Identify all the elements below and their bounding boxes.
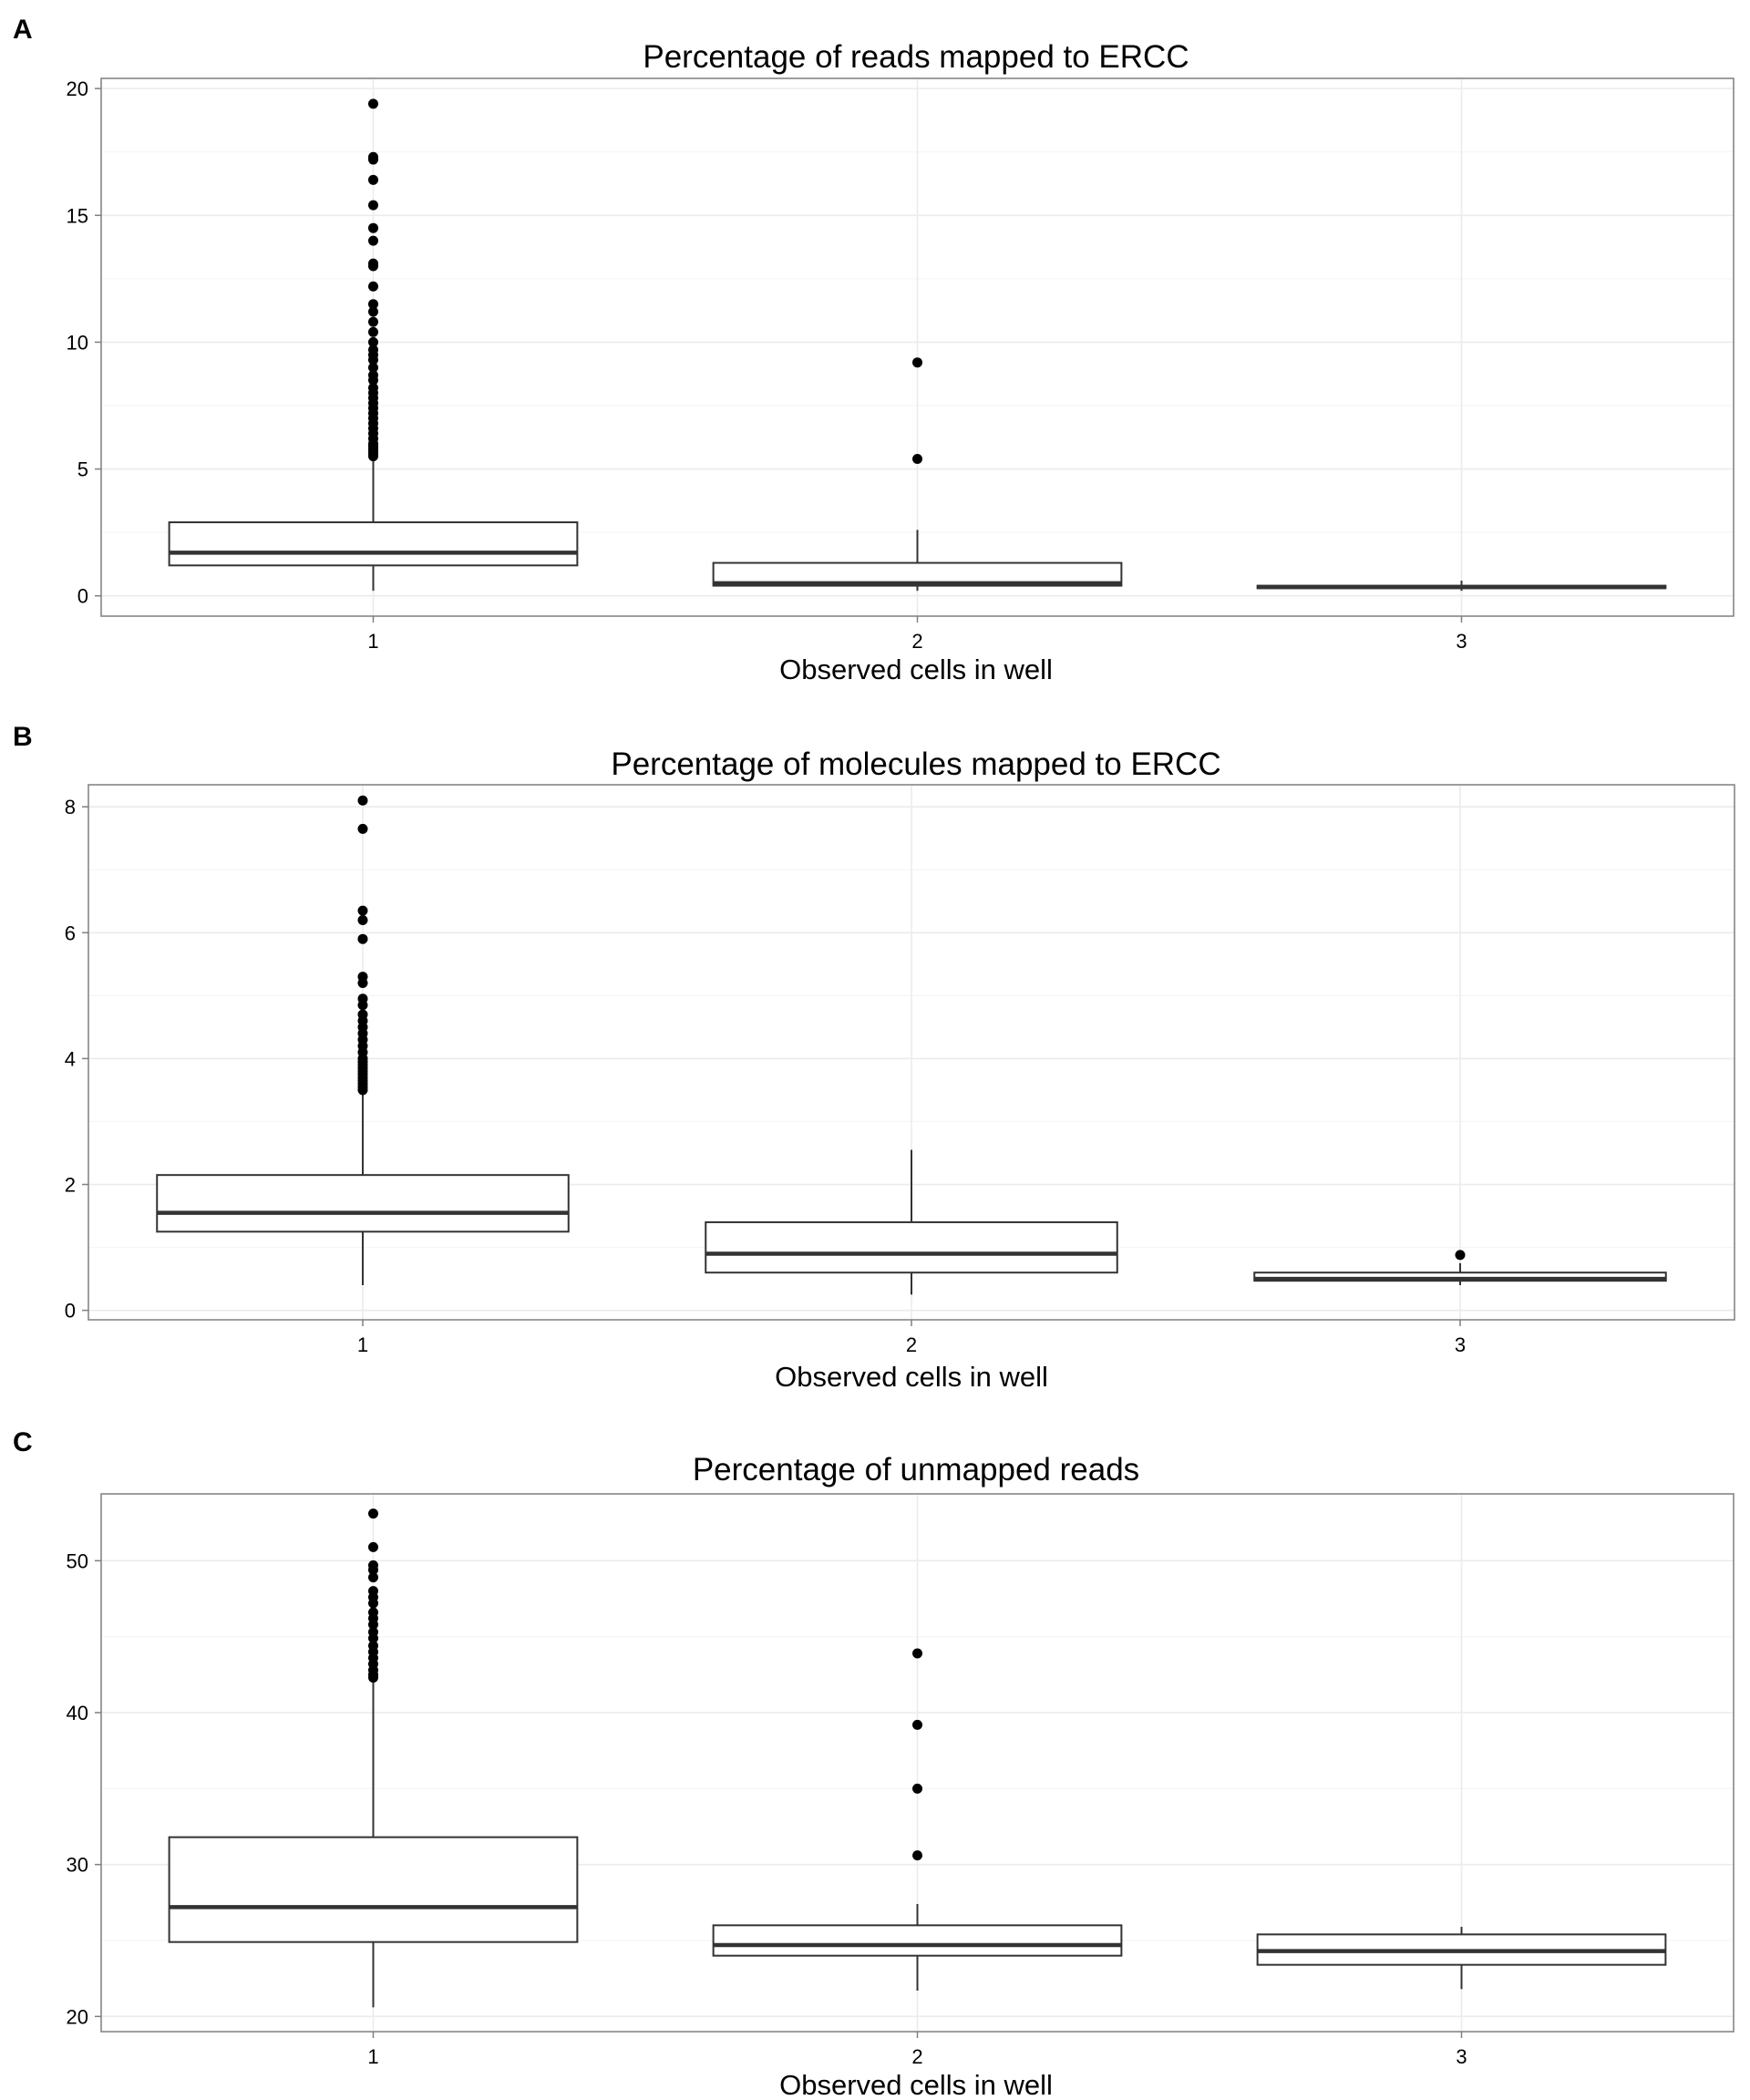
x-axis-label: Observed cells in well xyxy=(779,654,1053,685)
outlier-point xyxy=(357,823,368,834)
outlier-point xyxy=(368,1572,378,1583)
outlier-point xyxy=(912,1783,922,1794)
panel-letter: A xyxy=(13,15,33,45)
panel-letter: B xyxy=(13,722,33,752)
x-tick-label: 1 xyxy=(357,1333,368,1356)
outlier-point xyxy=(368,1619,378,1630)
outlier-point xyxy=(368,98,378,109)
chart-panel-b: B Percentage of molecules mapped to ERCC 0… xyxy=(13,722,1735,1393)
y-tick-label: 5 xyxy=(77,458,88,481)
outlier-point xyxy=(357,1085,368,1096)
outlier-point xyxy=(357,795,368,806)
outlier-point xyxy=(368,355,378,365)
outlier-point xyxy=(912,357,922,368)
x-axis-label: Observed cells in well xyxy=(775,1361,1048,1393)
outlier-point xyxy=(357,978,368,989)
outlier-point xyxy=(357,905,368,916)
box-group-2 xyxy=(705,1149,1118,1295)
box-group-3 xyxy=(1256,1927,1667,1990)
box-group-1 xyxy=(168,98,579,592)
outlier-point xyxy=(368,1541,378,1552)
box xyxy=(168,1836,579,1943)
outlier-point xyxy=(357,933,368,944)
plot-border xyxy=(100,1493,1735,2033)
panel-letter: C xyxy=(13,1427,33,1457)
outlier-point xyxy=(368,1598,378,1609)
chart-title: Percentage of reads mapped to ERCC xyxy=(643,39,1189,75)
outlier-point xyxy=(368,222,378,233)
x-tick-label: 2 xyxy=(911,2045,922,2068)
y-tick-label: 15 xyxy=(67,204,88,227)
outlier-point xyxy=(368,261,378,272)
outlier-point xyxy=(368,1508,378,1519)
y-tick-label: 2 xyxy=(65,1174,76,1197)
outlier-point xyxy=(368,451,378,462)
outlier-point xyxy=(912,1719,922,1730)
x-tick-label: 3 xyxy=(1455,1333,1466,1356)
y-tick-label: 10 xyxy=(67,331,88,354)
plot-border xyxy=(100,77,1735,617)
box xyxy=(156,1174,570,1233)
y-tick-label: 30 xyxy=(67,1854,88,1877)
box-group-1 xyxy=(156,795,570,1286)
x-tick-label: 3 xyxy=(1456,630,1467,653)
chart-panel-c: C Percentage of unmapped reads 20 30 40 50 1 2 3… xyxy=(13,1427,1735,2100)
outlier-point xyxy=(368,1673,378,1683)
y-tick-label: 6 xyxy=(65,921,76,944)
outlier-point xyxy=(368,200,378,211)
outlier-point xyxy=(912,453,922,464)
x-tick-label: 1 xyxy=(367,630,378,653)
outlier-point xyxy=(357,1000,368,1011)
outlier-point xyxy=(357,914,368,925)
outlier-point xyxy=(912,1648,922,1659)
outlier-point xyxy=(368,375,378,386)
box xyxy=(705,1220,1118,1274)
box-group-2 xyxy=(712,357,1123,592)
y-tick-label: 40 xyxy=(67,1702,88,1724)
y-tick-label: 20 xyxy=(67,2005,88,2028)
outlier-point xyxy=(368,326,378,337)
outlier-point xyxy=(368,316,378,327)
x-tick-label: 2 xyxy=(906,1333,917,1356)
outlier-point xyxy=(368,299,378,310)
box xyxy=(712,1924,1123,1957)
outlier-point xyxy=(368,154,378,165)
outlier-point xyxy=(368,306,378,317)
outlier-point xyxy=(368,1632,378,1643)
box-group-2 xyxy=(712,1648,1123,1991)
outlier-point xyxy=(368,235,378,246)
y-tick-label: 8 xyxy=(65,796,76,818)
x-axis-label: Observed cells in well xyxy=(779,2069,1053,2100)
y-tick-label: 0 xyxy=(77,585,88,608)
y-tick-label: 20 xyxy=(67,77,88,100)
y-tick-label: 50 xyxy=(67,1549,88,1572)
outlier-point xyxy=(368,336,378,347)
plot-border xyxy=(88,784,1735,1321)
outlier-point xyxy=(1455,1250,1466,1261)
y-tick-label: 0 xyxy=(65,1300,76,1323)
x-tick-label: 3 xyxy=(1456,2045,1467,2068)
outlier-point xyxy=(368,281,378,292)
box-group-3 xyxy=(1256,581,1667,592)
outlier-point xyxy=(368,174,378,185)
chart-title: Percentage of molecules mapped to ERCC xyxy=(611,746,1220,782)
outlier-point xyxy=(368,1564,378,1575)
chart-panel-a: A Percentage of reads mapped to ERCC 0 5 10 1… xyxy=(13,15,1735,685)
x-tick-label: 2 xyxy=(911,630,922,653)
chart-title: Percentage of unmapped reads xyxy=(693,1452,1139,1488)
box-group-1 xyxy=(168,1508,579,2008)
box xyxy=(168,521,579,567)
outlier-point xyxy=(368,362,378,373)
outlier-point xyxy=(912,1850,922,1861)
x-tick-label: 1 xyxy=(367,2045,378,2068)
box-group-3 xyxy=(1253,1250,1667,1286)
y-tick-label: 4 xyxy=(65,1047,76,1070)
